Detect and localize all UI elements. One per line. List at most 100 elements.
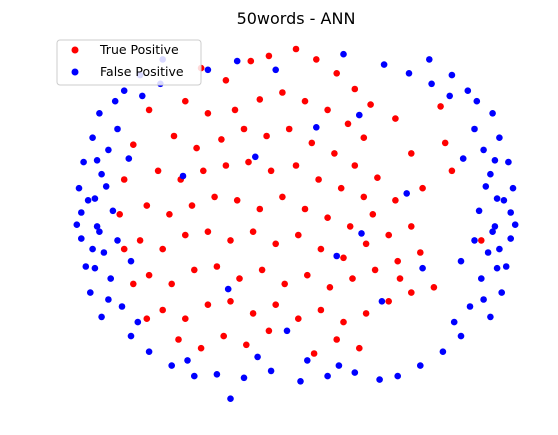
point-false-positive (96, 228, 103, 235)
point-true-positive (279, 89, 286, 96)
point-false-positive (100, 249, 108, 256)
point-false-positive (84, 197, 92, 204)
point-true-positive (441, 139, 449, 147)
point-true-positive (360, 134, 368, 141)
point-true-positive (408, 289, 415, 296)
point-false-positive (254, 353, 261, 361)
point-false-positive (93, 157, 101, 164)
point-true-positive (211, 193, 218, 201)
point-true-positive (337, 184, 345, 192)
legend-frame (56, 39, 202, 86)
point-false-positive (91, 195, 99, 202)
point-false-positive (457, 332, 465, 340)
point-false-positive (105, 296, 112, 303)
point-true-positive (231, 106, 239, 114)
point-true-positive (351, 85, 359, 93)
point-true-positive (356, 344, 363, 352)
point-false-positive (73, 221, 81, 228)
point-true-positive (448, 167, 456, 175)
point-true-positive (392, 115, 399, 122)
point-true-positive (256, 205, 264, 213)
point-true-positive (281, 280, 289, 288)
point-true-positive (136, 237, 144, 244)
point-true-positive (258, 266, 266, 274)
point-false-positive (394, 372, 402, 380)
point-true-positive (200, 167, 207, 175)
point-true-positive (182, 231, 189, 239)
point-true-positive (143, 315, 151, 323)
point-false-positive (507, 209, 514, 216)
point-false-positive (105, 146, 112, 154)
point-true-positive (349, 275, 356, 282)
point-true-positive (191, 266, 198, 274)
point-false-positive (324, 372, 331, 380)
point-false-positive (304, 357, 311, 364)
point-false-positive (114, 125, 121, 133)
point-false-positive (491, 157, 499, 164)
point-true-positive (222, 77, 230, 84)
point-false-positive (498, 289, 506, 296)
point-true-positive (315, 176, 322, 183)
point-true-positive (369, 211, 377, 218)
point-false-positive (145, 348, 153, 356)
point-false-positive (191, 372, 198, 380)
point-true-positive (204, 301, 212, 309)
point-false-positive (511, 221, 519, 228)
point-true-positive (317, 306, 325, 314)
point-true-positive (408, 223, 415, 230)
point-true-positive (272, 240, 280, 248)
point-true-positive (385, 298, 393, 305)
point-true-positive (272, 301, 280, 309)
point-false-positive (428, 80, 435, 88)
point-true-positive (292, 162, 300, 169)
point-true-positive (222, 162, 230, 169)
point-false-positive (96, 110, 103, 117)
legend-marker-false-positive (71, 68, 79, 76)
point-false-positive (484, 249, 492, 256)
point-false-positive (496, 134, 503, 141)
point-false-positive (493, 264, 501, 272)
point-true-positive (279, 193, 286, 201)
point-true-positive (419, 184, 426, 192)
point-true-positive (360, 193, 368, 201)
point-true-positive (227, 237, 234, 244)
point-false-positive (109, 207, 117, 215)
point-false-positive (120, 87, 128, 94)
point-false-positive (134, 318, 142, 326)
point-true-positive (182, 315, 189, 323)
point-false-positive (89, 134, 96, 141)
point-true-positive (362, 310, 370, 317)
point-false-positive (89, 245, 96, 253)
legend-label-false-positive: False Positive (100, 64, 184, 79)
point-true-positive (245, 158, 252, 166)
point-true-positive (227, 298, 234, 305)
point-false-positive (267, 367, 275, 375)
point-false-positive (75, 184, 83, 192)
point-true-positive (265, 327, 273, 335)
point-false-positive (464, 87, 472, 94)
point-true-positive (346, 223, 354, 230)
point-true-positive (188, 202, 196, 209)
legend-marker-true-positive (71, 46, 79, 54)
point-false-positive (502, 263, 510, 270)
point-false-positive (107, 275, 114, 282)
point-true-positive (265, 52, 273, 60)
legend: True Positive False Positive (56, 39, 202, 86)
point-true-positive (331, 150, 338, 157)
point-true-positive (145, 271, 153, 279)
point-false-positive (489, 110, 496, 117)
point-true-positive (362, 240, 370, 248)
point-true-positive (154, 167, 162, 175)
point-true-positive (168, 280, 175, 288)
point-true-positive (130, 141, 137, 148)
point-false-positive (80, 158, 87, 166)
point-false-positive (87, 289, 94, 296)
point-true-positive (374, 174, 381, 181)
point-true-positive (317, 245, 325, 253)
point-false-positive (111, 97, 119, 105)
point-true-positive (116, 211, 123, 218)
point-true-positive (243, 341, 250, 349)
point-true-positive (120, 245, 128, 253)
point-false-positive (224, 285, 232, 293)
point-false-positive (127, 257, 135, 265)
